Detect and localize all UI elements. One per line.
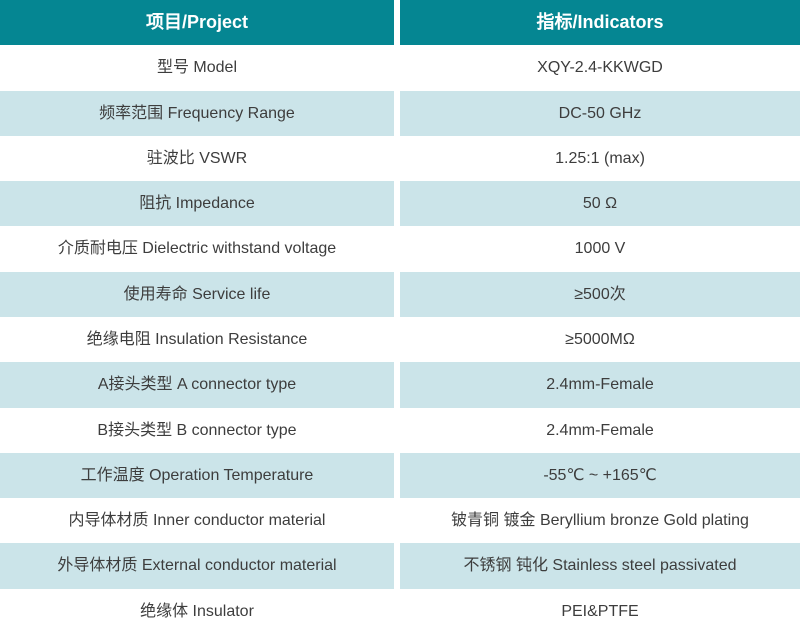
header-project-label: 项目/Project	[0, 0, 394, 46]
project-cell: 工作温度 Operation Temperature	[0, 452, 394, 499]
table-body: 型号 Model XQY-2.4-KKWGD 频率范围 Frequency Ra…	[0, 45, 800, 634]
table-row-model: 型号 Model XQY-2.4-KKWGD	[0, 45, 800, 91]
project-cell: 外导体材质 External conductor material	[0, 543, 394, 589]
indicator-cell: 1.25:1 (max)	[400, 135, 800, 182]
table-row-insulation-resistance: 绝缘电阻 Insulation Resistance ≥5000MΩ	[0, 316, 800, 363]
table-row-service-life: 使用寿命 Service life ≥500次	[0, 271, 800, 317]
indicator-cell: ≥5000MΩ	[400, 316, 800, 363]
indicator-cell: 50 Ω	[400, 181, 800, 227]
indicator-cell: 2.4mm-Female	[400, 362, 800, 408]
table-row-dielectric-voltage: 介质耐电压 Dielectric withstand voltage 1000 …	[0, 226, 800, 272]
table-row-operation-temperature: 工作温度 Operation Temperature -55℃ ~ +165℃	[0, 452, 800, 499]
project-cell: 使用寿命 Service life	[0, 271, 394, 317]
indicator-cell: XQY-2.4-KKWGD	[400, 45, 800, 91]
indicator-cell: 2.4mm-Female	[400, 407, 800, 453]
table-row-frequency-range: 频率范围 Frequency Range DC-50 GHz	[0, 90, 800, 136]
table-row-inner-conductor-material: 内导体材质 Inner conductor material 铍青铜 镀金 Be…	[0, 498, 800, 544]
project-cell: 驻波比 VSWR	[0, 135, 394, 182]
project-cell: 绝缘体 Insulator	[0, 588, 394, 634]
table-row-b-connector-type: B接头类型 B connector type 2.4mm-Female	[0, 407, 800, 453]
table-row-external-conductor-material: 外导体材质 External conductor material 不锈钢 钝化…	[0, 543, 800, 589]
table-row-vswr: 驻波比 VSWR 1.25:1 (max)	[0, 135, 800, 182]
indicator-cell: -55℃ ~ +165℃	[400, 452, 800, 499]
project-cell: 介质耐电压 Dielectric withstand voltage	[0, 226, 394, 272]
project-cell: 频率范围 Frequency Range	[0, 90, 394, 136]
project-cell: A接头类型 A connector type	[0, 362, 394, 408]
table-row-insulator: 绝缘体 Insulator PEI&PTFE	[0, 588, 800, 634]
project-cell: 型号 Model	[0, 45, 394, 91]
indicator-cell: PEI&PTFE	[400, 588, 800, 634]
table-header-row: 项目/Project 指标/Indicators	[0, 0, 800, 46]
table-row-impedance: 阻抗 Impedance 50 Ω	[0, 181, 800, 227]
indicator-cell: 不锈钢 钝化 Stainless steel passivated	[400, 543, 800, 589]
indicator-cell: ≥500次	[400, 271, 800, 317]
header-indicators-label: 指标/Indicators	[400, 0, 800, 46]
project-cell: 内导体材质 Inner conductor material	[0, 498, 394, 544]
indicator-cell: 1000 V	[400, 226, 800, 272]
table-row-a-connector-type: A接头类型 A connector type 2.4mm-Female	[0, 362, 800, 408]
indicator-cell: 铍青铜 镀金 Beryllium bronze Gold plating	[400, 498, 800, 544]
project-cell: B接头类型 B connector type	[0, 407, 394, 453]
project-cell: 绝缘电阻 Insulation Resistance	[0, 316, 394, 363]
project-cell: 阻抗 Impedance	[0, 181, 394, 227]
indicator-cell: DC-50 GHz	[400, 90, 800, 136]
